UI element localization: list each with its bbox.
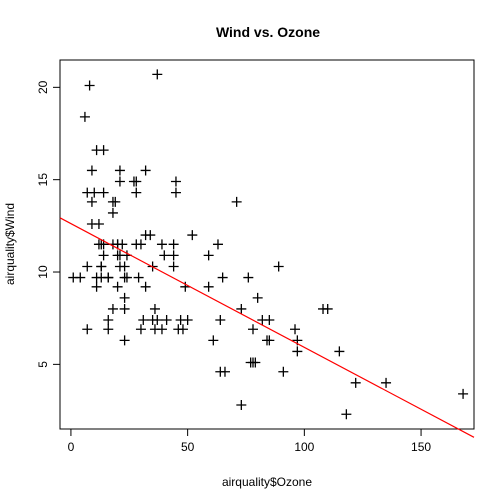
data-point bbox=[75, 272, 86, 283]
data-point bbox=[114, 165, 125, 176]
data-point bbox=[257, 315, 268, 326]
data-point bbox=[170, 187, 181, 198]
data-point bbox=[131, 239, 142, 250]
y-tick-label: 20 bbox=[36, 80, 50, 94]
data-point bbox=[273, 261, 284, 272]
data-point bbox=[236, 399, 247, 410]
data-point bbox=[149, 303, 160, 314]
data-point bbox=[203, 250, 214, 261]
data-point bbox=[138, 315, 149, 326]
data-point bbox=[107, 207, 118, 218]
x-tick-label: 50 bbox=[181, 440, 195, 454]
data-point bbox=[149, 324, 160, 335]
data-point bbox=[82, 187, 93, 198]
data-point bbox=[168, 261, 179, 272]
data-point bbox=[103, 324, 114, 335]
data-point bbox=[133, 272, 144, 283]
data-point bbox=[252, 292, 263, 303]
data-point bbox=[84, 80, 95, 91]
data-point bbox=[107, 303, 118, 314]
data-point bbox=[247, 357, 258, 368]
data-point bbox=[175, 315, 186, 326]
x-axis-label: airquality$Ozone bbox=[222, 475, 312, 489]
data-point bbox=[203, 281, 214, 292]
data-point bbox=[215, 315, 226, 326]
data-point bbox=[119, 335, 130, 346]
data-point bbox=[236, 303, 247, 314]
data-point bbox=[217, 272, 228, 283]
data-point bbox=[350, 377, 361, 388]
data-point bbox=[247, 324, 258, 335]
data-point bbox=[119, 292, 130, 303]
points-layer bbox=[68, 69, 469, 420]
data-point bbox=[231, 196, 242, 207]
data-point bbox=[91, 281, 102, 292]
data-point bbox=[119, 303, 130, 314]
data-point bbox=[180, 281, 191, 292]
data-point bbox=[128, 176, 139, 187]
data-point bbox=[458, 388, 469, 399]
data-point bbox=[119, 261, 130, 272]
data-point bbox=[103, 272, 114, 283]
y-tick-label: 5 bbox=[36, 361, 50, 368]
data-point bbox=[147, 315, 158, 326]
data-point bbox=[152, 69, 163, 80]
data-point bbox=[381, 377, 392, 388]
data-point bbox=[86, 219, 97, 229]
data-point bbox=[334, 346, 345, 357]
data-point bbox=[135, 324, 146, 335]
chart-title: Wind vs. Ozone bbox=[216, 24, 320, 40]
data-point bbox=[168, 250, 179, 261]
data-point bbox=[341, 409, 352, 420]
data-point bbox=[131, 187, 142, 198]
x-axis: 0 50 100 150 bbox=[68, 429, 431, 454]
data-point bbox=[98, 250, 109, 261]
data-point bbox=[212, 239, 223, 250]
data-point bbox=[173, 324, 184, 335]
y-axis-label: airquality$Wind bbox=[3, 203, 17, 285]
data-point bbox=[264, 335, 275, 346]
data-point bbox=[86, 196, 97, 207]
data-point bbox=[140, 165, 151, 176]
data-point bbox=[159, 250, 170, 261]
data-point bbox=[98, 187, 109, 198]
data-point bbox=[82, 324, 93, 335]
regression-layer bbox=[59, 217, 475, 438]
data-point bbox=[168, 239, 179, 250]
x-tick-label: 0 bbox=[68, 440, 75, 454]
data-point bbox=[96, 239, 107, 250]
x-tick-label: 100 bbox=[294, 440, 314, 454]
regression-line bbox=[59, 217, 475, 438]
data-point bbox=[219, 366, 230, 377]
data-point bbox=[208, 335, 219, 346]
data-point bbox=[112, 281, 123, 292]
data-point bbox=[86, 165, 97, 176]
data-point bbox=[292, 346, 303, 357]
data-point bbox=[98, 145, 109, 156]
data-point bbox=[140, 230, 151, 241]
data-point bbox=[290, 324, 301, 335]
data-point bbox=[161, 315, 172, 326]
plot-frame bbox=[59, 59, 475, 430]
data-point bbox=[170, 176, 181, 187]
data-point bbox=[79, 111, 90, 122]
x-tick-label: 150 bbox=[411, 440, 431, 454]
data-point bbox=[82, 261, 93, 272]
data-point bbox=[121, 272, 132, 283]
data-point bbox=[243, 272, 254, 283]
data-point bbox=[107, 196, 118, 207]
data-point bbox=[114, 176, 125, 187]
data-point bbox=[156, 239, 167, 250]
data-point bbox=[140, 281, 151, 292]
data-point bbox=[103, 315, 114, 326]
y-tick-label: 10 bbox=[36, 265, 50, 279]
data-point bbox=[96, 261, 107, 272]
data-point bbox=[278, 366, 289, 377]
y-axis: 5 10 15 20 bbox=[36, 80, 60, 368]
data-point bbox=[187, 230, 198, 241]
data-point bbox=[322, 303, 333, 314]
data-point bbox=[112, 239, 123, 250]
y-tick-label: 15 bbox=[36, 173, 50, 187]
